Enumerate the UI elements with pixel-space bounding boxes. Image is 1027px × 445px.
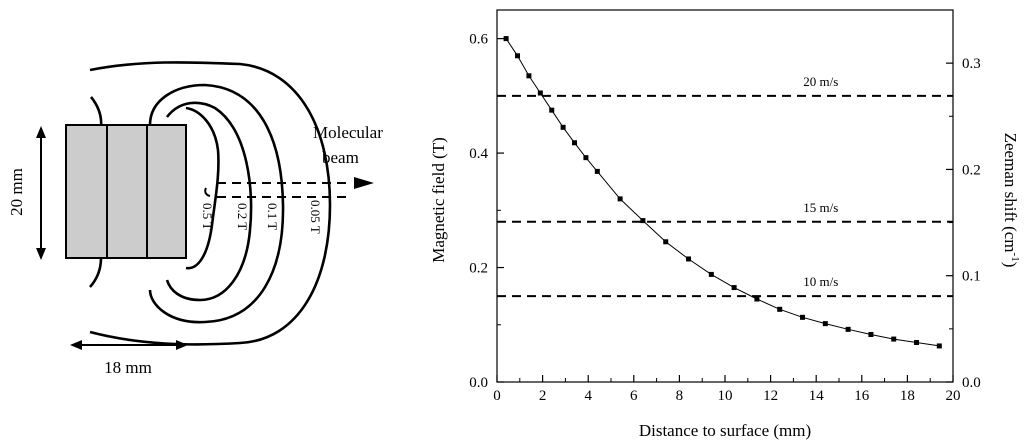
threshold-label-15ms: 15 m/s (803, 200, 838, 215)
data-point (515, 53, 521, 59)
contour-0.05T (89, 61, 332, 346)
series-field-curve (503, 36, 942, 349)
contour-left-lower (89, 257, 103, 288)
x-tick-label-16: 16 (854, 388, 870, 404)
contour-0.2T (165, 101, 253, 302)
width-dim-arrow-right (176, 340, 188, 350)
data-point (777, 306, 783, 312)
y2-tick-label-0.0: 0.0 (962, 375, 981, 391)
y2-tick-label-0.2: 0.2 (962, 162, 981, 178)
y-tick-label-0.0: 0.0 (469, 375, 488, 391)
y2-axis-label: Zeeman shift (cm-1) (1001, 133, 1021, 268)
x-tick-label-20: 20 (946, 388, 961, 404)
y-axis-left: 0.0 0.2 0.4 0.6 (469, 32, 504, 391)
data-point (526, 73, 532, 79)
y2-axis-label-sup: -1 (1009, 253, 1021, 262)
data-point (800, 314, 806, 320)
data-point (754, 296, 760, 302)
data-point (549, 107, 555, 113)
x-tick-label-12: 12 (763, 388, 778, 404)
y-axis-label: Magnetic field (T) (429, 137, 448, 263)
x-axis: 0 2 4 6 8 10 12 14 16 18 20 (493, 375, 961, 404)
x-tick-label-8: 8 (676, 388, 684, 404)
beam-label-line2: beam (322, 148, 359, 167)
y-tick-label-0.4: 0.4 (469, 146, 488, 162)
data-point (572, 140, 578, 146)
contour-0.1T (148, 83, 285, 324)
data-point (663, 239, 669, 245)
contour-left-upper (89, 96, 103, 129)
data-point (583, 155, 589, 161)
y2-tick-label-0.1: 0.1 (962, 269, 981, 285)
field-curve-line (505, 38, 940, 347)
beam-label-line1: Molecular (313, 123, 383, 142)
y-tick-label-0.6: 0.6 (469, 32, 488, 48)
y2-tick-label-0.3: 0.3 (962, 56, 981, 72)
magnet-block (65, 124, 187, 259)
x-tick-label-0: 0 (493, 388, 501, 404)
x-tick-label-10: 10 (718, 388, 733, 404)
contour-label-0.1T: 0.1 T (265, 203, 280, 230)
y2-axis-label-main: Zeeman shift (cm (1001, 133, 1020, 253)
data-point (891, 336, 897, 342)
contour-0.5T-tick (204, 187, 211, 197)
contour-0.5T (185, 106, 220, 270)
contour-label-0.5T: 0.5 T (200, 203, 215, 230)
data-point (640, 218, 646, 224)
data-point (845, 326, 851, 332)
data-point (914, 340, 920, 346)
width-dim-label: 18 mm (104, 358, 152, 377)
data-point (708, 271, 714, 277)
threshold-label-20ms: 20 m/s (803, 74, 838, 89)
field-chart: 20 m/s 15 m/s 10 m/s 0 2 4 6 8 10 12 14 16 18 20 0.0… (429, 9, 1021, 440)
y-axis-right: 0.0 0.1 0.2 0.3 (946, 9, 981, 391)
data-point (594, 168, 600, 174)
data-point (868, 331, 874, 337)
height-dim-label: 20 mm (7, 168, 26, 216)
height-dim-arrow-bottom (36, 248, 46, 260)
data-point (617, 196, 623, 202)
contour-label-0.05T: 0.05 T (308, 200, 323, 234)
data-point (936, 343, 942, 349)
beam-arrowhead (354, 177, 374, 189)
data-point (537, 90, 543, 96)
x-tick-label-2: 2 (539, 388, 547, 404)
height-dim-arrow-top (36, 126, 46, 138)
width-dim-arrow-left (70, 340, 82, 350)
x-axis-label: Distance to surface (mm) (639, 421, 811, 440)
plot-frame (496, 9, 954, 383)
data-point (822, 321, 828, 327)
data-point (503, 36, 509, 42)
data-point (686, 256, 692, 262)
data-point (731, 285, 737, 291)
x-tick-label-14: 14 (809, 388, 825, 404)
x-tick-label-18: 18 (900, 388, 915, 404)
magnet-diagram: Molecular beam 0.5 T 0.2 T 0.1 T 0.05 T … (7, 61, 383, 377)
contour-label-0.2T: 0.2 T (235, 203, 250, 230)
x-tick-label-6: 6 (630, 388, 638, 404)
threshold-label-10ms: 10 m/s (803, 274, 838, 289)
y2-axis-label-close: ) (1001, 262, 1020, 268)
y-tick-label-0.2: 0.2 (469, 261, 488, 277)
data-point (560, 124, 566, 130)
x-tick-label-4: 4 (584, 388, 592, 404)
threshold-lines: 20 m/s 15 m/s 10 m/s (497, 74, 953, 298)
